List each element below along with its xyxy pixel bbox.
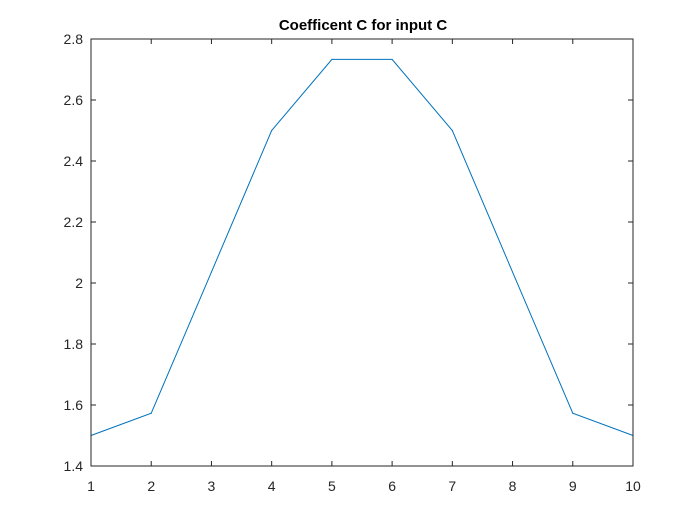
x-tick-label: 2 — [147, 478, 155, 494]
x-tick-label: 5 — [328, 478, 336, 494]
data-point — [150, 412, 152, 414]
y-tick-label: 1.8 — [64, 336, 84, 352]
data-point — [210, 271, 212, 273]
x-tick-label: 4 — [268, 478, 276, 494]
data-point — [451, 130, 453, 131]
x-tick-label: 7 — [448, 478, 456, 494]
plot-area — [91, 39, 633, 466]
data-point — [391, 58, 393, 60]
x-tick-label: 9 — [569, 478, 577, 494]
x-tick-label: 8 — [509, 478, 517, 494]
x-tick-label: 10 — [625, 478, 641, 494]
chart-title: Coefficent C for input C — [279, 17, 447, 34]
data-point — [572, 412, 574, 414]
y-tick-label: 2 — [75, 275, 83, 291]
y-tick-label: 2.8 — [64, 31, 84, 47]
x-tick-label: 6 — [388, 478, 396, 494]
x-tick-label: 3 — [208, 478, 216, 494]
data-point — [331, 58, 333, 60]
data-point — [512, 271, 514, 273]
y-tick-label: 1.6 — [64, 397, 84, 413]
series-line — [90, 58, 634, 436]
x-tick-label: 1 — [87, 478, 95, 494]
data-point — [271, 130, 273, 131]
y-axis: 1.4 1.6 1.8 2 2.2 2.4 2.6 2.8 — [64, 31, 633, 474]
y-tick-label: 1.4 — [64, 458, 84, 474]
y-tick-label: 2.4 — [64, 153, 84, 169]
y-tick-label: 2.6 — [64, 92, 84, 108]
axes-box — [90, 38, 634, 467]
y-tick-label: 2.2 — [64, 214, 84, 230]
